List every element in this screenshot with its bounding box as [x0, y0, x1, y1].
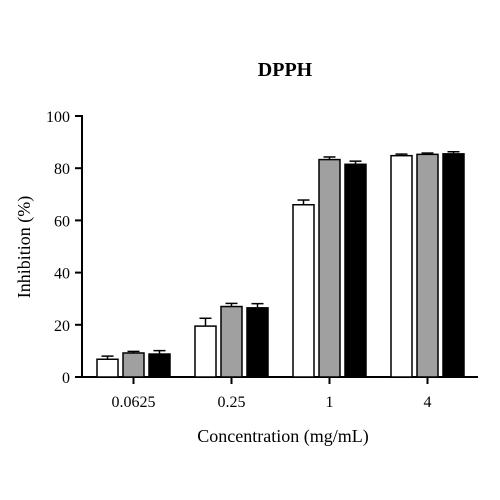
y-tick-label-1: 20: [54, 318, 70, 335]
bar-2-2: [344, 163, 367, 378]
bar-1-0: [194, 325, 217, 378]
y-tick-label-2: 40: [54, 266, 70, 283]
y-tick-label-3: 60: [54, 213, 70, 230]
x-tick-label-1: 0.25: [218, 394, 246, 411]
x-tick-label-0: 0.0625: [112, 394, 156, 411]
bar-0-1: [122, 352, 145, 378]
plot-area: 0 20 40 60 80 100 0.0625 0.25 1 4: [46, 109, 478, 411]
bar-1-1: [220, 305, 243, 378]
bar-2-0: [292, 203, 315, 378]
x-tick-label-3: 4: [424, 394, 432, 411]
x-tick-label-2: 1: [326, 394, 334, 411]
bar-0-0: [96, 358, 119, 378]
y-axis-label: Inhibition (%): [14, 196, 35, 298]
bar-3-2: [442, 153, 465, 378]
y-tick-label-0: 0: [62, 370, 70, 387]
bar-3-1: [416, 153, 439, 378]
y-tick-label-5: 100: [46, 109, 70, 126]
bar-3-0: [390, 154, 413, 378]
bar-2-1: [318, 158, 341, 378]
chart-title: DPPH: [258, 59, 313, 81]
bar-0-2: [148, 353, 171, 378]
y-tick-label-4: 80: [54, 161, 70, 178]
x-axis-label: Concentration (mg/mL): [197, 426, 368, 447]
bar-1-2: [246, 307, 269, 378]
